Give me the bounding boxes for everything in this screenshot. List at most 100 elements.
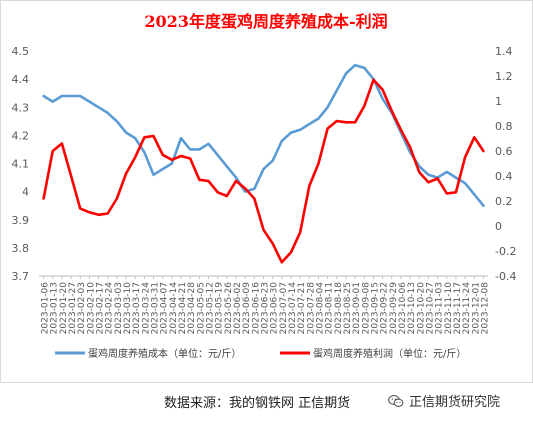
series-1-point	[473, 193, 476, 196]
series-1-point	[70, 95, 72, 97]
series-1-point	[180, 137, 182, 140]
x-tick-label: 2023-04-07	[160, 282, 170, 334]
x-tick-label: 2023-10-20	[416, 282, 426, 335]
legend-label-2: 蛋鸡周度养殖利润（单位：元/斤）	[313, 347, 466, 360]
series-1-point	[152, 173, 155, 176]
series-2-point	[381, 88, 384, 91]
series-2-point	[418, 171, 421, 174]
y-left-tick-label: 4.1	[12, 158, 30, 171]
series-2-point	[97, 213, 100, 216]
wechat-icon	[388, 394, 404, 407]
x-tick-label: 2023-02-24	[105, 282, 115, 335]
series-2-point	[180, 155, 182, 157]
x-tick-label: 2023-04-21	[178, 282, 188, 334]
x-tick-label: 2023-01-13	[50, 282, 60, 334]
x-tick-label: 2023-05-19	[215, 282, 225, 335]
series-2-point	[189, 157, 192, 160]
x-tick-label: 2023-02-03	[77, 282, 87, 334]
series-1-point	[235, 176, 237, 179]
x-tick-label: 2023-11-03	[435, 282, 445, 334]
x-tick-label: 2023-10-27	[425, 282, 435, 334]
series-1-point	[445, 171, 448, 173]
series-2-point	[326, 127, 329, 130]
y-right-tick-label: 1.4	[495, 45, 513, 58]
series-2-point	[455, 191, 457, 194]
series-1-point	[253, 187, 256, 190]
x-tick-label: 2023-01-06	[41, 282, 51, 335]
series-2-point	[134, 156, 137, 159]
series-2-point	[42, 197, 45, 200]
footer: 数据来源：我的钢铁网 正信期货 正信期货研究院	[0, 389, 533, 415]
y-left-tick-label: 4.2	[12, 129, 30, 142]
brand: 正信期货研究院	[388, 391, 500, 410]
series-1-point	[363, 66, 366, 69]
series-1-point	[326, 106, 329, 109]
x-tick-label: 2023-09-08	[361, 282, 371, 335]
y-right-tick-label: -0.2	[495, 245, 516, 258]
series-2-point	[354, 121, 357, 124]
series-1-point	[143, 151, 146, 154]
series-1-point	[299, 128, 302, 131]
y-right-tick-label: 0.6	[495, 145, 513, 158]
x-tick-label: 2023-07-21	[297, 282, 307, 334]
y-right-tick-label: 0	[495, 220, 502, 233]
series-1-point	[317, 117, 320, 120]
x-tick-label: 2023-07-07	[279, 282, 289, 334]
x-tick-label: 2023-08-18	[334, 282, 344, 335]
series-1-point	[308, 123, 311, 126]
series-2-point	[79, 207, 82, 210]
x-tick-label: 2023-09-29	[389, 282, 399, 335]
series-2-point	[372, 78, 375, 81]
series-1-point	[455, 176, 457, 179]
series-2-point	[125, 172, 127, 175]
series-1-point	[42, 95, 45, 97]
brand-name: 正信期货研究院	[409, 395, 501, 410]
series-1-point	[79, 95, 82, 97]
series-1-point	[482, 204, 485, 207]
series-1-point	[280, 140, 283, 142]
series-1-point	[335, 89, 338, 92]
series-2-point	[482, 150, 485, 152]
series-1-point	[51, 100, 54, 103]
series-2-point	[115, 197, 118, 200]
series-2-point	[473, 136, 476, 139]
series-2-point	[51, 150, 54, 152]
x-tick-label: 2023-12-08	[480, 282, 490, 335]
x-tick-label: 2023-06-09	[242, 282, 252, 335]
x-tick-label: 2023-03-31	[151, 282, 161, 334]
series-2-point	[290, 251, 292, 254]
x-tick-label: 2023-04-14	[169, 282, 179, 335]
x-tick-label: 2023-06-16	[251, 282, 261, 335]
x-tick-label: 2023-06-02	[233, 282, 243, 334]
y-left-tick-label: 4.5	[12, 45, 30, 58]
series-1-point	[381, 97, 384, 100]
series-2-point	[409, 146, 412, 149]
y-left-tick-label: 3.8	[12, 242, 30, 255]
x-tick-label: 2023-03-03	[114, 282, 124, 334]
series-1-point	[189, 148, 192, 151]
series-1-point	[345, 72, 347, 75]
series-1-point	[198, 148, 201, 151]
x-tick-label: 2023-06-23	[261, 282, 271, 334]
series-2-point	[152, 135, 155, 137]
series-1-point	[134, 137, 137, 140]
series-2-point	[280, 261, 283, 264]
series-2-point	[445, 192, 448, 195]
series-2-point	[299, 231, 302, 234]
series-2-point	[390, 110, 393, 112]
series-1-point	[225, 165, 228, 168]
x-tick-label: 2023-04-28	[187, 282, 197, 335]
series-2-point	[308, 185, 311, 187]
series-line-1	[42, 63, 485, 207]
x-tick-label: 2023-08-11	[325, 282, 335, 334]
series-1-point	[125, 131, 127, 134]
x-tick-label: 2023-11-24	[462, 282, 472, 335]
series-2-point	[61, 142, 63, 145]
series-2-point	[400, 128, 402, 131]
series-2-point	[143, 136, 146, 139]
x-tick-label: 2023-05-12	[206, 282, 216, 334]
x-tick-label: 2023-02-17	[96, 282, 106, 334]
series-1-point	[290, 131, 292, 134]
series-2-point	[436, 177, 439, 180]
x-tick-label: 2023-09-22	[380, 282, 390, 334]
